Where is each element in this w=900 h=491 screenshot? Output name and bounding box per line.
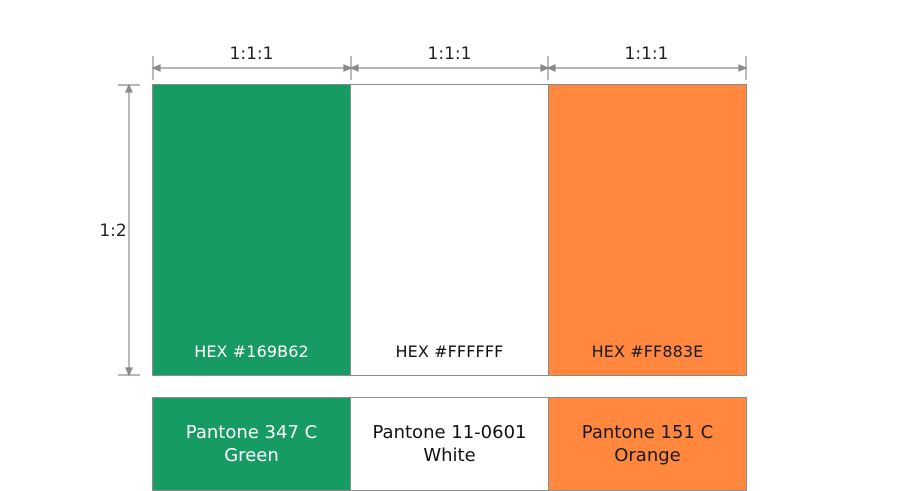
pantone-swatch-green: Pantone 347 C Green <box>153 398 350 490</box>
hex-label-green: HEX #169B62 <box>194 342 309 361</box>
arrowhead <box>738 64 748 72</box>
arrowhead <box>151 64 161 72</box>
arrowhead <box>343 64 353 72</box>
arrowhead <box>125 367 133 377</box>
stripe-ratio-label-1: 1:1:1 <box>229 44 274 64</box>
flag-diagram: HEX #169B62 HEX #FFFFFF HEX #FF883E <box>152 84 747 376</box>
pantone-code-green: Pantone 347 C <box>185 422 318 443</box>
pantone-code-orange: Pantone 151 C <box>581 422 714 443</box>
pantone-color-name-green: Green <box>224 445 279 466</box>
arrowhead <box>125 83 133 93</box>
arrowhead <box>540 64 550 72</box>
pantone-swatches: Pantone 347 C Green Pantone 11-0601 Whit… <box>152 397 747 491</box>
pantone-color-name-orange: Orange <box>614 445 681 466</box>
pantone-swatch-orange: Pantone 151 C Orange <box>548 398 746 490</box>
stripe-orange: HEX #FF883E <box>548 85 746 375</box>
flag-ratio-label: 1:2 <box>99 221 127 241</box>
stripe-ratio-label-3: 1:1:1 <box>624 44 669 64</box>
hex-label-white: HEX #FFFFFF <box>395 342 504 361</box>
arrowhead <box>349 64 359 72</box>
hex-label-orange: HEX #FF883E <box>591 342 704 361</box>
pantone-code-white: Pantone 11-0601 <box>372 422 527 443</box>
pantone-color-name-white: White <box>423 445 476 466</box>
stripe-green: HEX #169B62 <box>153 85 350 375</box>
stripe-ratio-label-2: 1:1:1 <box>427 44 472 64</box>
stripe-white: HEX #FFFFFF <box>350 85 548 375</box>
arrowhead <box>546 64 556 72</box>
pantone-swatch-white: Pantone 11-0601 White <box>350 398 548 490</box>
